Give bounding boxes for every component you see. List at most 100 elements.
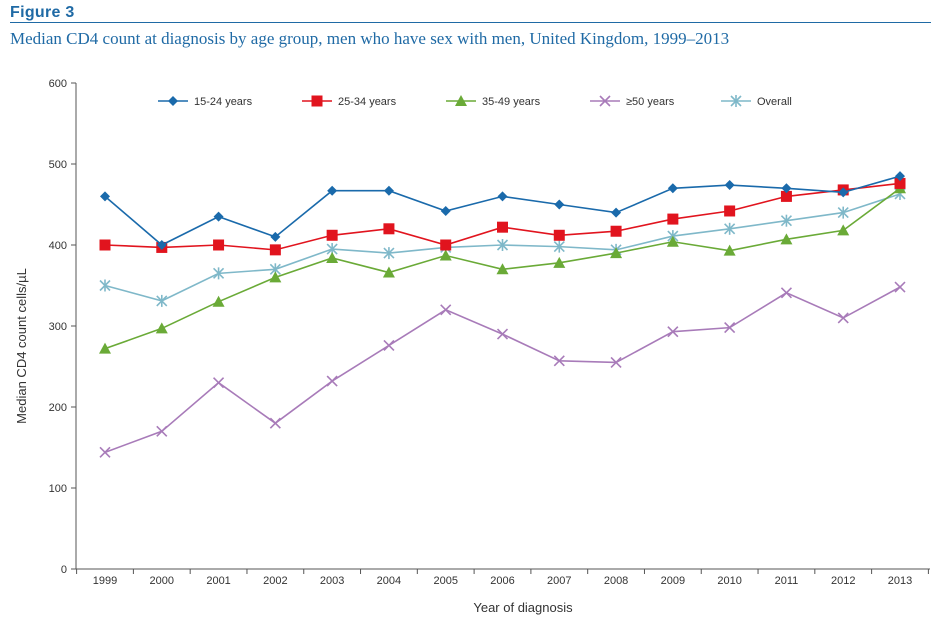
- data-point: [553, 355, 565, 367]
- diamond-shape: [781, 183, 792, 194]
- y-tick-label: 0: [61, 564, 67, 576]
- square-shape: [780, 190, 792, 202]
- y-axis-title: Median CD4 count cells/µL: [14, 268, 29, 424]
- data-point: [554, 199, 565, 210]
- data-point: [156, 240, 167, 250]
- figure-label: Figure 3: [10, 4, 75, 21]
- data-point: [326, 229, 338, 241]
- x-ticks: 1999 2000 2001 2002 2003 2004 2005 2006 2007 2008…: [76, 569, 929, 587]
- data-point: [780, 233, 793, 245]
- data-point: [99, 342, 111, 354]
- data-point: [610, 247, 623, 259]
- series-2: [99, 177, 906, 256]
- diamond-shape: [611, 207, 622, 218]
- data-point: [382, 266, 395, 278]
- legend-marker: [455, 95, 467, 106]
- series-line: [104, 175, 901, 246]
- data-point: [780, 190, 792, 202]
- diamond-shape: [156, 240, 167, 250]
- data-point: [496, 263, 509, 275]
- diamond-shape: [895, 171, 905, 182]
- data-point: [781, 183, 792, 194]
- data-point: [724, 222, 736, 235]
- x-stroke: [780, 287, 792, 299]
- square-shape: [610, 225, 622, 237]
- data-point: [553, 229, 565, 241]
- legend-label: 25-34 years: [338, 96, 397, 108]
- diamond-shape: [270, 231, 281, 242]
- data-point: [213, 211, 224, 222]
- x-stroke: [383, 339, 395, 352]
- data-point: [724, 322, 736, 334]
- triangle-shape: [155, 322, 168, 334]
- axes: [75, 83, 930, 570]
- series-line: [104, 286, 901, 454]
- x-tick-label: 2013: [888, 575, 912, 587]
- x-tick-label: 2001: [206, 575, 230, 587]
- triangle-shape: [382, 266, 395, 278]
- data-point: [666, 235, 679, 247]
- data-point: [611, 207, 622, 218]
- data-point: [213, 267, 225, 280]
- data-point: [326, 251, 339, 263]
- legend-marker: [730, 95, 742, 107]
- x-tick-label: 2009: [661, 575, 685, 587]
- data-point: [496, 239, 509, 251]
- x-tick-label: 2010: [717, 575, 741, 587]
- data-point: [440, 205, 451, 216]
- series-group: [99, 171, 906, 458]
- data-point: [213, 377, 225, 389]
- square-shape: [326, 229, 338, 241]
- x-stroke: [156, 425, 168, 437]
- data-point: [269, 417, 281, 429]
- square-shape: [894, 177, 906, 189]
- square-shape: [269, 244, 281, 256]
- data-point: [894, 281, 906, 293]
- x-tick-label: 1999: [93, 575, 117, 587]
- legend-label: Overall: [757, 96, 792, 108]
- series-3: [99, 182, 906, 354]
- data-point: [837, 224, 850, 236]
- triangle-shape: [723, 244, 736, 256]
- x-tick-label: 2012: [831, 575, 855, 587]
- x-tick-label: 2008: [604, 575, 628, 587]
- diamond-shape: [554, 199, 565, 210]
- diamond-shape: [724, 180, 735, 191]
- data-point: [553, 256, 566, 268]
- data-point: [327, 185, 338, 196]
- legend-label: ≥50 years: [626, 96, 675, 108]
- legend-item: 25-34 years: [302, 95, 397, 108]
- data-point: [269, 244, 281, 256]
- x-stroke: [496, 328, 509, 340]
- y-ticks: 0 100 200 300 400 500 600: [49, 78, 76, 576]
- y-tick-label: 500: [49, 159, 67, 171]
- data-point: [270, 231, 281, 242]
- data-point: [497, 191, 508, 202]
- diamond-shape: [838, 187, 849, 198]
- triangle-shape: [439, 249, 452, 261]
- triangle-shape: [553, 256, 566, 268]
- x-tick-label: 2005: [433, 575, 457, 587]
- triangle-shape: [212, 295, 225, 307]
- data-point: [553, 240, 565, 253]
- data-point: [837, 312, 849, 324]
- diamond-shape: [168, 96, 178, 106]
- diamond-shape: [213, 211, 224, 222]
- data-point: [440, 304, 452, 316]
- square-shape: [383, 223, 395, 235]
- data-point: [99, 279, 111, 292]
- legend-item: Overall: [721, 95, 792, 108]
- data-point: [383, 339, 395, 352]
- x-tick-label: 2000: [150, 575, 174, 587]
- figure-title: Median CD4 count at diagnosis by age gro…: [10, 29, 730, 48]
- triangle-shape: [269, 271, 282, 283]
- y-tick-label: 200: [49, 402, 67, 414]
- y-tick-label: 100: [49, 483, 67, 495]
- diamond-shape: [327, 185, 338, 196]
- data-point: [440, 239, 452, 251]
- square-shape: [311, 95, 323, 107]
- square-shape: [553, 229, 565, 241]
- legend-item: 35-49 years: [446, 95, 541, 108]
- square-shape: [99, 239, 111, 251]
